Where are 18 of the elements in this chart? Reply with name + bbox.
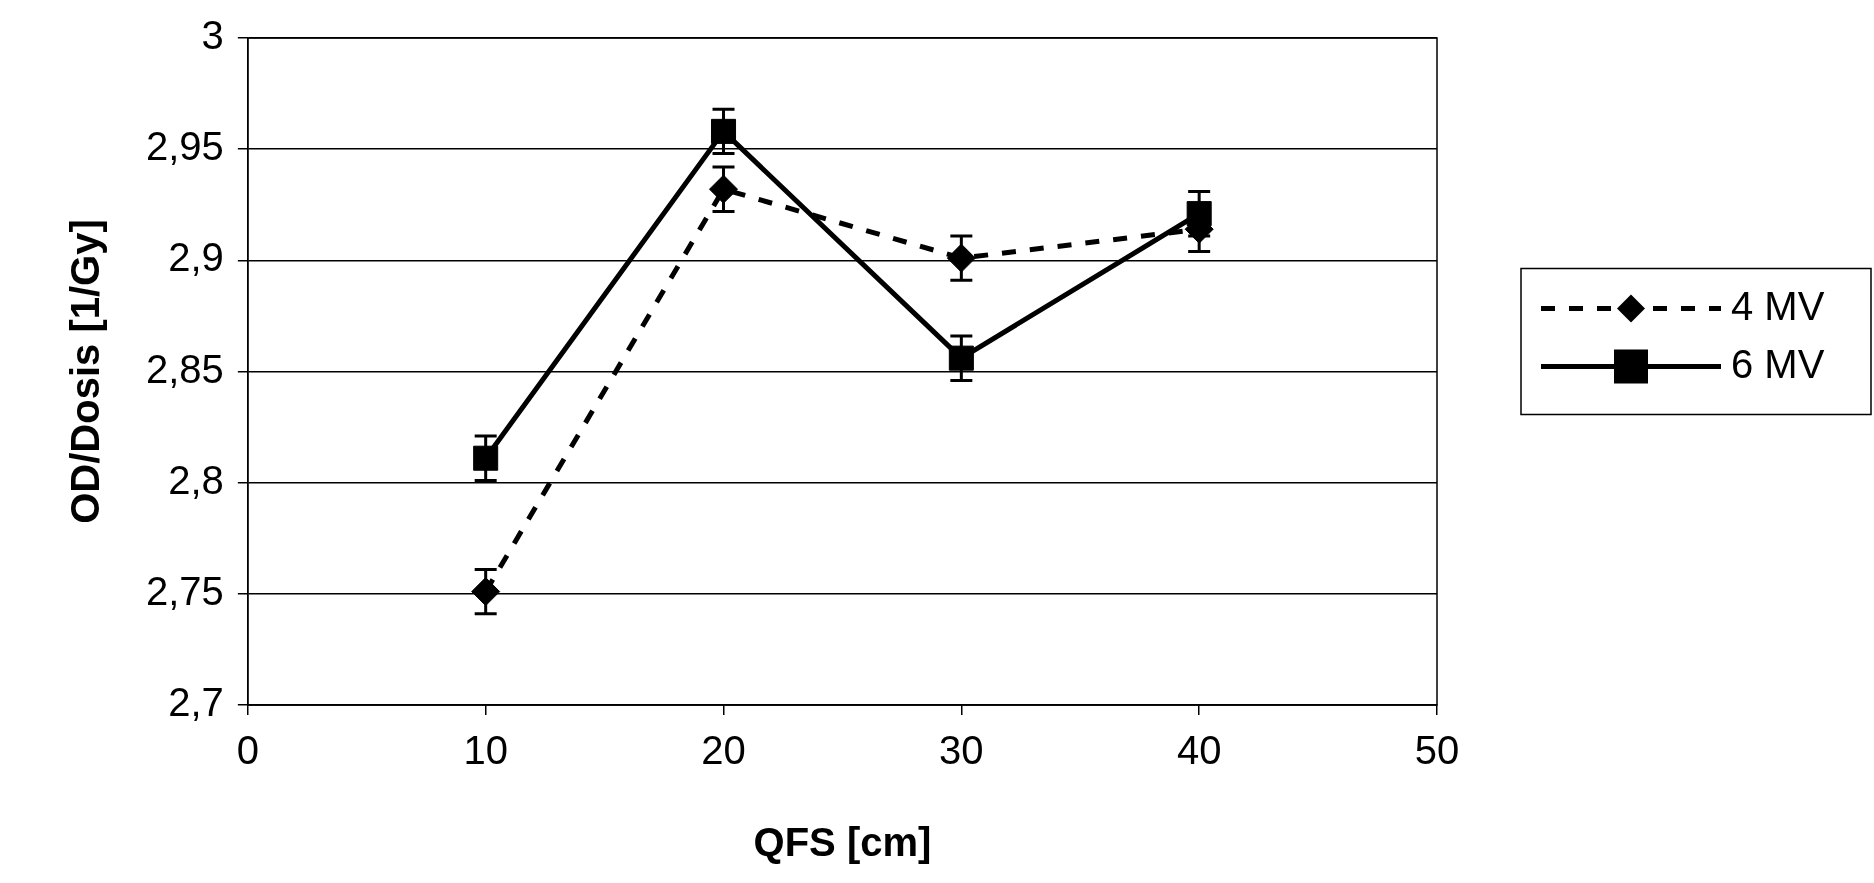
y-tick-label: 2,95 <box>145 124 224 169</box>
x-tick-label: 50 <box>1414 728 1460 773</box>
point <box>948 345 974 371</box>
y-tick-label: 2,8 <box>168 457 224 502</box>
y-tick-label: 2,85 <box>145 346 224 391</box>
x-tick-label: 10 <box>463 728 508 773</box>
y-tick-label: 3 <box>201 13 224 58</box>
x-axis-title: QFS [cm] <box>753 820 932 865</box>
legend-label: 6 MV <box>1731 341 1825 386</box>
y-tick-label: 2,7 <box>168 680 224 725</box>
x-tick-label: 20 <box>701 728 746 773</box>
x-tick-label: 40 <box>1176 728 1222 773</box>
x-tick-label: 0 <box>236 728 259 773</box>
y-axis-title: OD/Dosis [1/Gy] <box>63 219 108 524</box>
x-tick-label: 30 <box>939 728 984 773</box>
legend-label: 4 MV <box>1731 283 1825 328</box>
y-tick-label: 2,75 <box>145 568 224 613</box>
y-tick-label: 2,9 <box>168 235 224 280</box>
